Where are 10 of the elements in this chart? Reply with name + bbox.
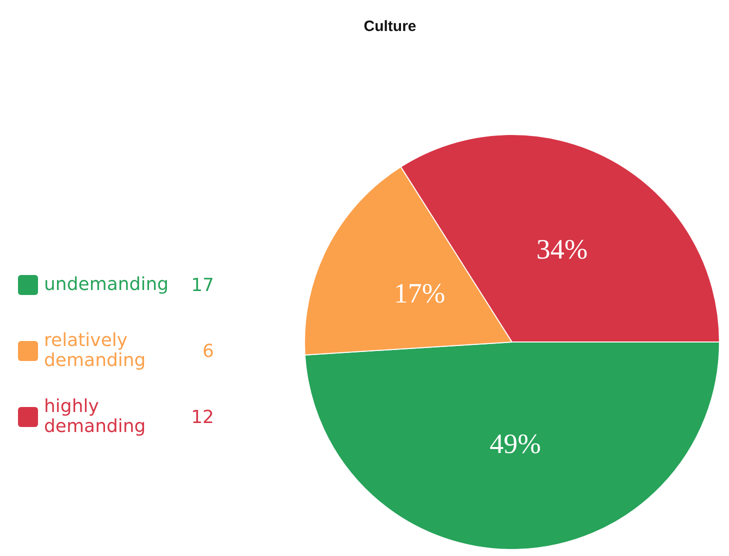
legend-label: undemanding xyxy=(44,274,170,295)
legend-label: relatively demanding xyxy=(44,330,147,371)
data-label: 17% xyxy=(394,278,446,310)
text: 12 xyxy=(190,406,214,428)
data-label: 34% xyxy=(536,234,588,266)
chart-title: Culture xyxy=(362,18,418,35)
text: 17 xyxy=(190,274,214,296)
data-label: 49% xyxy=(490,429,541,460)
legend-label: highly demanding xyxy=(44,396,147,437)
text: 6 xyxy=(202,340,214,362)
